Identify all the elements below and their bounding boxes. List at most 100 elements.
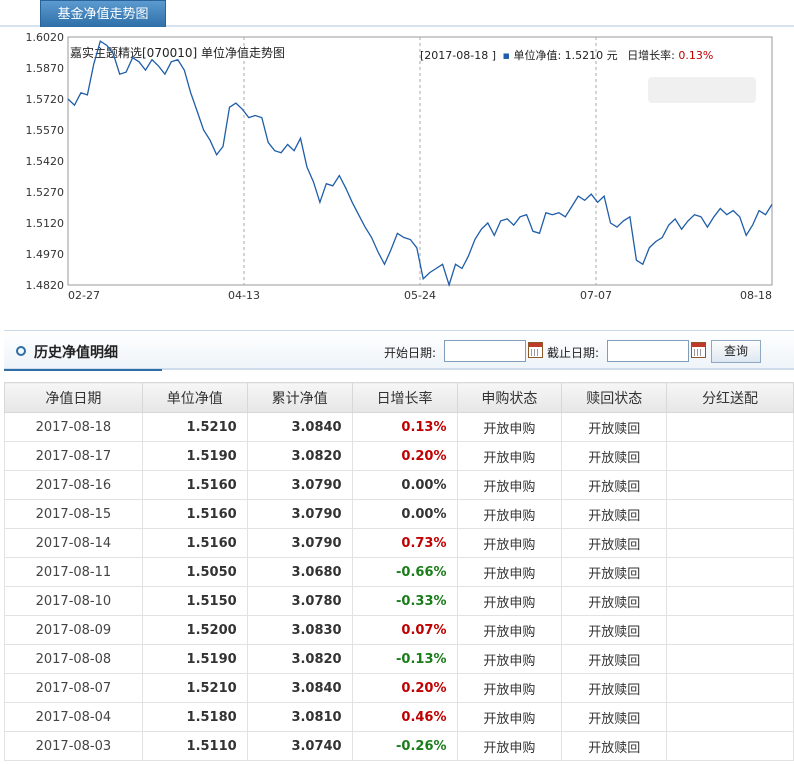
cell-redeem-status: 开放赎回	[561, 557, 668, 587]
cell-date: 2017-08-15	[4, 499, 143, 529]
tab-fund-nav-chart[interactable]: 基金净值走势图	[40, 0, 166, 27]
table-row: 2017-08-07 1.5210 3.0840 0.20% 开放申购 开放赎回	[4, 673, 794, 703]
y-tick-label: 1.5270	[26, 186, 65, 199]
x-tick-label: 04-13	[228, 289, 260, 302]
cell-daily-change: 0.73%	[351, 528, 458, 558]
cell-subscribe-status: 开放申购	[456, 673, 563, 703]
table-row: 2017-08-04 1.5180 3.0810 0.46% 开放申购 开放赎回	[4, 702, 794, 732]
calendar-icon[interactable]	[528, 342, 543, 358]
table-row: 2017-08-14 1.5160 3.0790 0.73% 开放申购 开放赎回	[4, 528, 794, 558]
cell-subscribe-status: 开放申购	[456, 528, 563, 558]
table-row: 2017-08-16 1.5160 3.0790 0.00% 开放申购 开放赎回	[4, 470, 794, 500]
cell-date: 2017-08-04	[4, 702, 143, 732]
cell-daily-change: 0.46%	[351, 702, 458, 732]
cell-nav: 1.5190	[141, 441, 248, 471]
tab-strip: 基金净值走势图	[0, 0, 794, 27]
cell-redeem-status: 开放赎回	[561, 412, 668, 442]
chart-info: [2017-08-18 ] ▪ 单位净值: 1.5210 元 日增长率: 0.1…	[420, 48, 713, 62]
cell-daily-change: 0.13%	[351, 412, 458, 442]
cell-dividend	[666, 499, 794, 529]
cell-nav: 1.5180	[141, 702, 248, 732]
cell-dividend	[666, 470, 794, 500]
cell-date: 2017-08-14	[4, 528, 143, 558]
cell-redeem-status: 开放赎回	[561, 673, 668, 703]
y-tick-label: 1.5120	[26, 217, 65, 230]
col-header-dividend: 分红送配	[666, 382, 794, 413]
cell-daily-change: 0.07%	[351, 615, 458, 645]
cell-redeem-status: 开放赎回	[561, 644, 668, 674]
cell-dividend	[666, 557, 794, 587]
cell-nav: 1.5190	[141, 644, 248, 674]
cell-redeem-status: 开放赎回	[561, 441, 668, 471]
cell-acc-nav: 3.0790	[246, 470, 353, 500]
circle-bullet-icon	[16, 346, 26, 356]
table-row: 2017-08-08 1.5190 3.0820 -0.13% 开放申购 开放赎回	[4, 644, 794, 674]
col-header-acc-nav: 累计净值	[246, 382, 353, 413]
cell-daily-change: 0.20%	[351, 441, 458, 471]
cell-daily-change: -0.33%	[351, 586, 458, 616]
x-tick-label: 08-18	[740, 289, 772, 302]
chart-legend-marker: ▪	[503, 49, 510, 62]
cell-daily-change: -0.66%	[351, 557, 458, 587]
col-header-subscribe-status: 申购状态	[456, 382, 563, 413]
cell-dividend	[666, 702, 794, 732]
table-row: 2017-08-03 1.5110 3.0740 -0.26% 开放申购 开放赎回	[4, 731, 794, 761]
end-date-input[interactable]	[607, 340, 689, 362]
cell-nav: 1.5050	[141, 557, 248, 587]
cell-date: 2017-08-11	[4, 557, 143, 587]
history-header: 历史净值明细 开始日期: 截止日期: 查询	[4, 330, 794, 371]
y-tick-label: 1.5570	[26, 124, 65, 137]
col-header-nav: 单位净值	[141, 382, 248, 413]
y-tick-label: 1.4970	[26, 248, 65, 261]
cell-dividend	[666, 528, 794, 558]
end-date-label: 截止日期:	[547, 346, 600, 360]
cell-acc-nav: 3.0680	[246, 557, 353, 587]
cell-nav: 1.5150	[141, 586, 248, 616]
cell-date: 2017-08-16	[4, 470, 143, 500]
x-tick-label: 02-27	[68, 289, 100, 302]
cell-nav: 1.5110	[141, 731, 248, 761]
cell-acc-nav: 3.0790	[246, 499, 353, 529]
nav-series-line	[67, 40, 773, 288]
nav-line-chart: 嘉实主题精选[070010] 单位净值走势图 [2017-08-18 ] ▪ 单…	[26, 31, 773, 302]
start-date-input[interactable]	[444, 340, 526, 362]
cell-nav: 1.5160	[141, 499, 248, 529]
nav-history-table: 净值日期 单位净值 累计净值 日增长率 申购状态 赎回状态 分红送配 2017-…	[4, 382, 794, 761]
y-tick-label: 1.5720	[26, 93, 65, 106]
cell-subscribe-status: 开放申购	[456, 441, 563, 471]
chart-info-change-label: 日增长率:	[627, 48, 675, 62]
y-tick-label: 1.5420	[26, 155, 65, 168]
cell-date: 2017-08-07	[4, 673, 143, 703]
cell-nav: 1.5160	[141, 528, 248, 558]
y-tick-label: 1.5870	[26, 62, 65, 75]
calendar-icon[interactable]	[691, 342, 706, 358]
cell-nav: 1.5210	[141, 673, 248, 703]
y-tick-label: 1.4820	[26, 279, 65, 292]
cell-daily-change: 0.00%	[351, 499, 458, 529]
table-row: 2017-08-18 1.5210 3.0840 0.13% 开放申购 开放赎回	[4, 412, 794, 442]
table-row: 2017-08-10 1.5150 3.0780 -0.33% 开放申购 开放赎回	[4, 586, 794, 616]
cell-dividend	[666, 615, 794, 645]
table-row: 2017-08-17 1.5190 3.0820 0.20% 开放申购 开放赎回	[4, 441, 794, 471]
table-row: 2017-08-09 1.5200 3.0830 0.07% 开放申购 开放赎回	[4, 615, 794, 645]
y-axis: 1.6020 1.5870 1.5720 1.5570 1.5420 1.5270 1.51…	[26, 31, 65, 292]
cell-daily-change: -0.26%	[351, 731, 458, 761]
cell-acc-nav: 3.0780	[246, 586, 353, 616]
cell-redeem-status: 开放赎回	[561, 731, 668, 761]
chart-info-nav: 单位净值: 1.5210 元	[513, 48, 617, 62]
cell-subscribe-status: 开放申购	[456, 470, 563, 500]
cell-date: 2017-08-03	[4, 731, 143, 761]
cell-dividend	[666, 412, 794, 442]
cell-subscribe-status: 开放申购	[456, 412, 563, 442]
history-title-tab: 历史净值明细	[4, 331, 162, 371]
chart-grid	[243, 37, 597, 285]
history-title: 历史净值明细	[34, 345, 118, 361]
cell-acc-nav: 3.0820	[246, 441, 353, 471]
cell-nav: 1.5210	[141, 412, 248, 442]
table-row: 2017-08-15 1.5160 3.0790 0.00% 开放申购 开放赎回	[4, 499, 794, 529]
cell-subscribe-status: 开放申购	[456, 586, 563, 616]
chart-info-date: [2017-08-18 ]	[420, 49, 496, 62]
cell-date: 2017-08-10	[4, 586, 143, 616]
col-header-redeem-status: 赎回状态	[561, 382, 668, 413]
query-button[interactable]: 查询	[711, 340, 761, 363]
